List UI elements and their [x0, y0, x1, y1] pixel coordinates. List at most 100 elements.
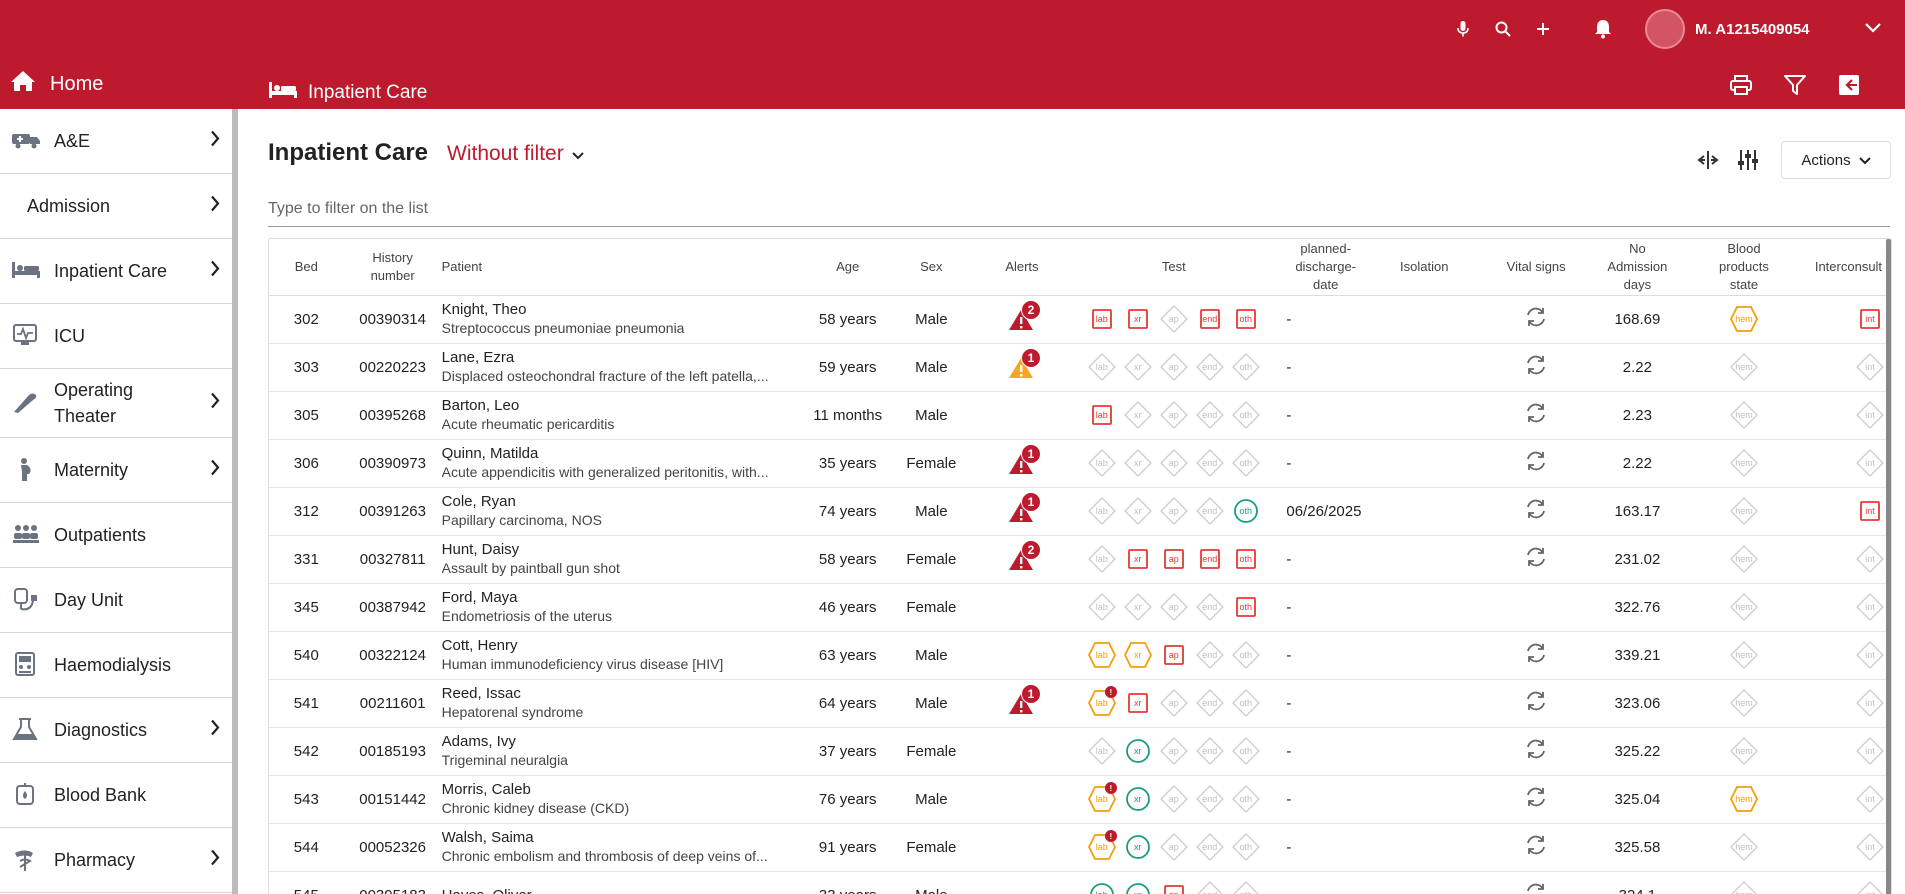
- test-oth-badge[interactable]: oth: [1231, 592, 1261, 622]
- test-ap-badge[interactable]: ap: [1159, 352, 1189, 382]
- test-end-badge[interactable]: end: [1195, 448, 1225, 478]
- test-oth-badge[interactable]: oth: [1231, 352, 1261, 382]
- test-oth-badge[interactable]: oth: [1231, 304, 1261, 334]
- column-header-history-number[interactable]: History number: [343, 239, 442, 296]
- table-row[interactable]: 541 00211601 Reed, Issac Hepatorenal syndro…: [269, 679, 1889, 728]
- test-lab-badge[interactable]: lab: [1087, 736, 1117, 766]
- refresh-icon[interactable]: [1524, 355, 1548, 380]
- interconsult-badge[interactable]: int: [1855, 688, 1885, 718]
- test-oth-badge[interactable]: oth: [1231, 544, 1261, 574]
- bell-icon[interactable]: [1583, 9, 1623, 49]
- list-filter-input[interactable]: [268, 191, 1890, 227]
- home-link[interactable]: Home: [10, 70, 103, 98]
- interconsult-badge[interactable]: int: [1855, 640, 1885, 670]
- table-row[interactable]: 544 00052326 Walsh, Saima Chronic embolism …: [269, 823, 1889, 872]
- column-header-vital-signs[interactable]: Vital signs: [1477, 239, 1595, 296]
- sidebar-item-operating-theater[interactable]: Operating Theater: [0, 369, 232, 438]
- test-xr-badge[interactable]: xr: [1123, 304, 1153, 334]
- blood-products-badge[interactable]: hem: [1729, 544, 1759, 574]
- table-row[interactable]: 543 00151442 Morris, Caleb Chronic kidney d…: [269, 775, 1889, 824]
- test-end-badge[interactable]: end: [1195, 736, 1225, 766]
- sidebar-item-pharmacy[interactable]: Pharmacy: [0, 828, 232, 893]
- test-ap-badge[interactable]: ap: [1159, 304, 1189, 334]
- test-ap-badge[interactable]: ap: [1159, 640, 1189, 670]
- search-icon[interactable]: [1483, 9, 1523, 49]
- table-row[interactable]: 540 00322124 Cott, Henry Human immunodefici…: [269, 631, 1889, 680]
- test-end-badge[interactable]: end: [1195, 640, 1225, 670]
- interconsult-badge[interactable]: int: [1855, 784, 1885, 814]
- column-header-isolation[interactable]: Isolation: [1370, 239, 1478, 296]
- test-ap-badge[interactable]: ap: [1159, 784, 1189, 814]
- test-lab-badge[interactable]: lab!: [1087, 686, 1117, 718]
- sidebar-item-a-e[interactable]: A&E: [0, 109, 232, 174]
- test-xr-badge[interactable]: xr: [1123, 688, 1153, 718]
- test-ap-badge[interactable]: ap: [1159, 544, 1189, 574]
- alert-icon[interactable]: 2: [1005, 540, 1041, 574]
- interconsult-badge[interactable]: int: [1855, 352, 1885, 382]
- column-header-no-admission-days[interactable]: No Admission days: [1594, 239, 1681, 296]
- alert-icon[interactable]: 1: [1005, 492, 1041, 526]
- test-xr-badge[interactable]: xr: [1123, 496, 1153, 526]
- column-header-patient[interactable]: Patient: [441, 239, 810, 296]
- test-end-badge[interactable]: end: [1195, 544, 1225, 574]
- test-lab-badge[interactable]: lab: [1087, 640, 1117, 670]
- refresh-icon[interactable]: [1524, 403, 1548, 428]
- interconsult-badge[interactable]: int: [1855, 592, 1885, 622]
- test-lab-badge[interactable]: lab: [1087, 448, 1117, 478]
- test-xr-badge[interactable]: xr: [1123, 352, 1153, 382]
- blood-products-badge[interactable]: hem: [1729, 640, 1759, 670]
- test-ap-badge[interactable]: ap: [1159, 496, 1189, 526]
- column-header-planned-discharge-date[interactable]: planned-discharge-date: [1280, 239, 1371, 296]
- test-xr-badge[interactable]: xr: [1123, 544, 1153, 574]
- test-oth-badge[interactable]: oth: [1231, 640, 1261, 670]
- test-ap-badge[interactable]: ap: [1159, 592, 1189, 622]
- test-xr-badge[interactable]: xr: [1123, 832, 1153, 862]
- test-end-badge[interactable]: end: [1195, 496, 1225, 526]
- test-oth-badge[interactable]: oth: [1231, 832, 1261, 862]
- interconsult-badge[interactable]: int: [1855, 448, 1885, 478]
- filter-icon[interactable]: [1775, 70, 1815, 100]
- blood-products-badge[interactable]: hem: [1729, 592, 1759, 622]
- column-header-test[interactable]: Test: [1067, 239, 1281, 296]
- blood-products-badge[interactable]: hem: [1729, 400, 1759, 430]
- table-row[interactable]: 303 00220223 Lane, Ezra Displaced osteochon…: [269, 343, 1889, 392]
- test-lab-badge[interactable]: lab: [1087, 352, 1117, 382]
- table-row[interactable]: 331 00327811 Hunt, Daisy Assault by paintba…: [269, 535, 1889, 584]
- table-scrollbar[interactable]: [1886, 239, 1891, 894]
- column-header-interconsult[interactable]: Interconsult: [1807, 239, 1889, 296]
- test-xr-badge[interactable]: xr: [1123, 592, 1153, 622]
- blood-products-badge[interactable]: hem: [1729, 496, 1759, 526]
- test-lab-badge[interactable]: lab: [1087, 400, 1117, 430]
- test-oth-badge[interactable]: oth: [1231, 496, 1261, 526]
- test-oth-badge[interactable]: oth: [1231, 400, 1261, 430]
- refresh-icon[interactable]: [1524, 499, 1548, 524]
- test-xr-badge[interactable]: xr: [1123, 400, 1153, 430]
- interconsult-badge[interactable]: int: [1855, 544, 1885, 574]
- actions-button[interactable]: Actions: [1781, 141, 1891, 179]
- test-ap-badge[interactable]: ap: [1159, 880, 1189, 894]
- test-ap-badge[interactable]: ap: [1159, 688, 1189, 718]
- table-row[interactable]: 312 00391263 Cole, Ryan Papillary carcinoma…: [269, 487, 1889, 536]
- refresh-icon[interactable]: [1524, 691, 1548, 716]
- exit-icon[interactable]: [1829, 70, 1869, 100]
- alert-icon[interactable]: 1: [1005, 444, 1041, 478]
- refresh-icon[interactable]: [1524, 547, 1548, 572]
- test-oth-badge[interactable]: oth: [1231, 688, 1261, 718]
- test-end-badge[interactable]: end: [1195, 688, 1225, 718]
- sidebar-item-outpatients[interactable]: Outpatients: [0, 503, 232, 568]
- refresh-icon[interactable]: [1524, 307, 1548, 332]
- table-row[interactable]: 305 00395268 Barton, Leo Acute rheumatic pe…: [269, 391, 1889, 440]
- blood-products-badge[interactable]: hem: [1729, 832, 1759, 862]
- sidebar-item-admission[interactable]: Admission: [0, 174, 232, 239]
- sidebar-item-diagnostics[interactable]: Diagnostics: [0, 698, 232, 763]
- blood-products-badge[interactable]: hem: [1729, 880, 1759, 894]
- table-row[interactable]: 542 00185193 Adams, Ivy Trigeminal neuralgi…: [269, 727, 1889, 776]
- column-header-blood-products-state[interactable]: Blood products state: [1680, 239, 1808, 296]
- sidebar-item-inpatient-care[interactable]: Inpatient Care: [0, 239, 232, 304]
- test-end-badge[interactable]: end: [1195, 832, 1225, 862]
- alert-icon[interactable]: 2: [1005, 300, 1041, 334]
- test-xr-badge[interactable]: xr: [1123, 880, 1153, 894]
- test-end-badge[interactable]: end: [1195, 304, 1225, 334]
- column-settings-icon[interactable]: [1733, 145, 1763, 175]
- sidebar-item-blood-bank[interactable]: Blood Bank: [0, 763, 232, 828]
